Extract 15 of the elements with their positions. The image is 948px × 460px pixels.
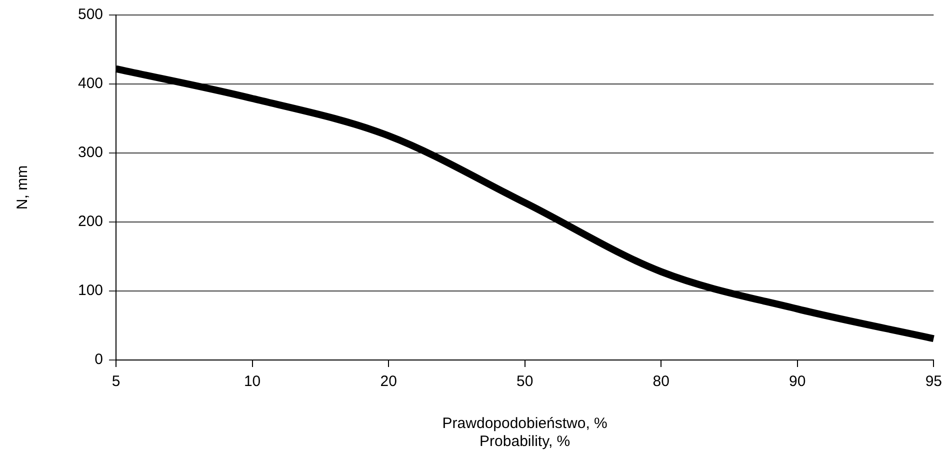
y-tick-label: 100: [78, 282, 104, 300]
x-axis-title: Prawdopodobieństwo, % Probability, %: [442, 415, 608, 450]
y-tick-label: 0: [94, 351, 104, 368]
y-tick-label: 400: [78, 75, 104, 92]
x-tick-label: 80: [652, 373, 670, 390]
x-tick-label: 5: [112, 373, 120, 390]
y-tick-label: 300: [78, 144, 104, 162]
x-tick-label: 20: [380, 373, 397, 390]
x-tick-label: 10: [244, 373, 261, 390]
x-tick-label: 50: [516, 373, 534, 390]
y-tick-label: 200: [78, 213, 104, 230]
x-tick-label: 95: [925, 373, 942, 390]
y-tick-label: 500: [78, 6, 104, 24]
y-axis-title: N, mm: [14, 165, 32, 210]
x-tick-label: 90: [789, 373, 806, 390]
